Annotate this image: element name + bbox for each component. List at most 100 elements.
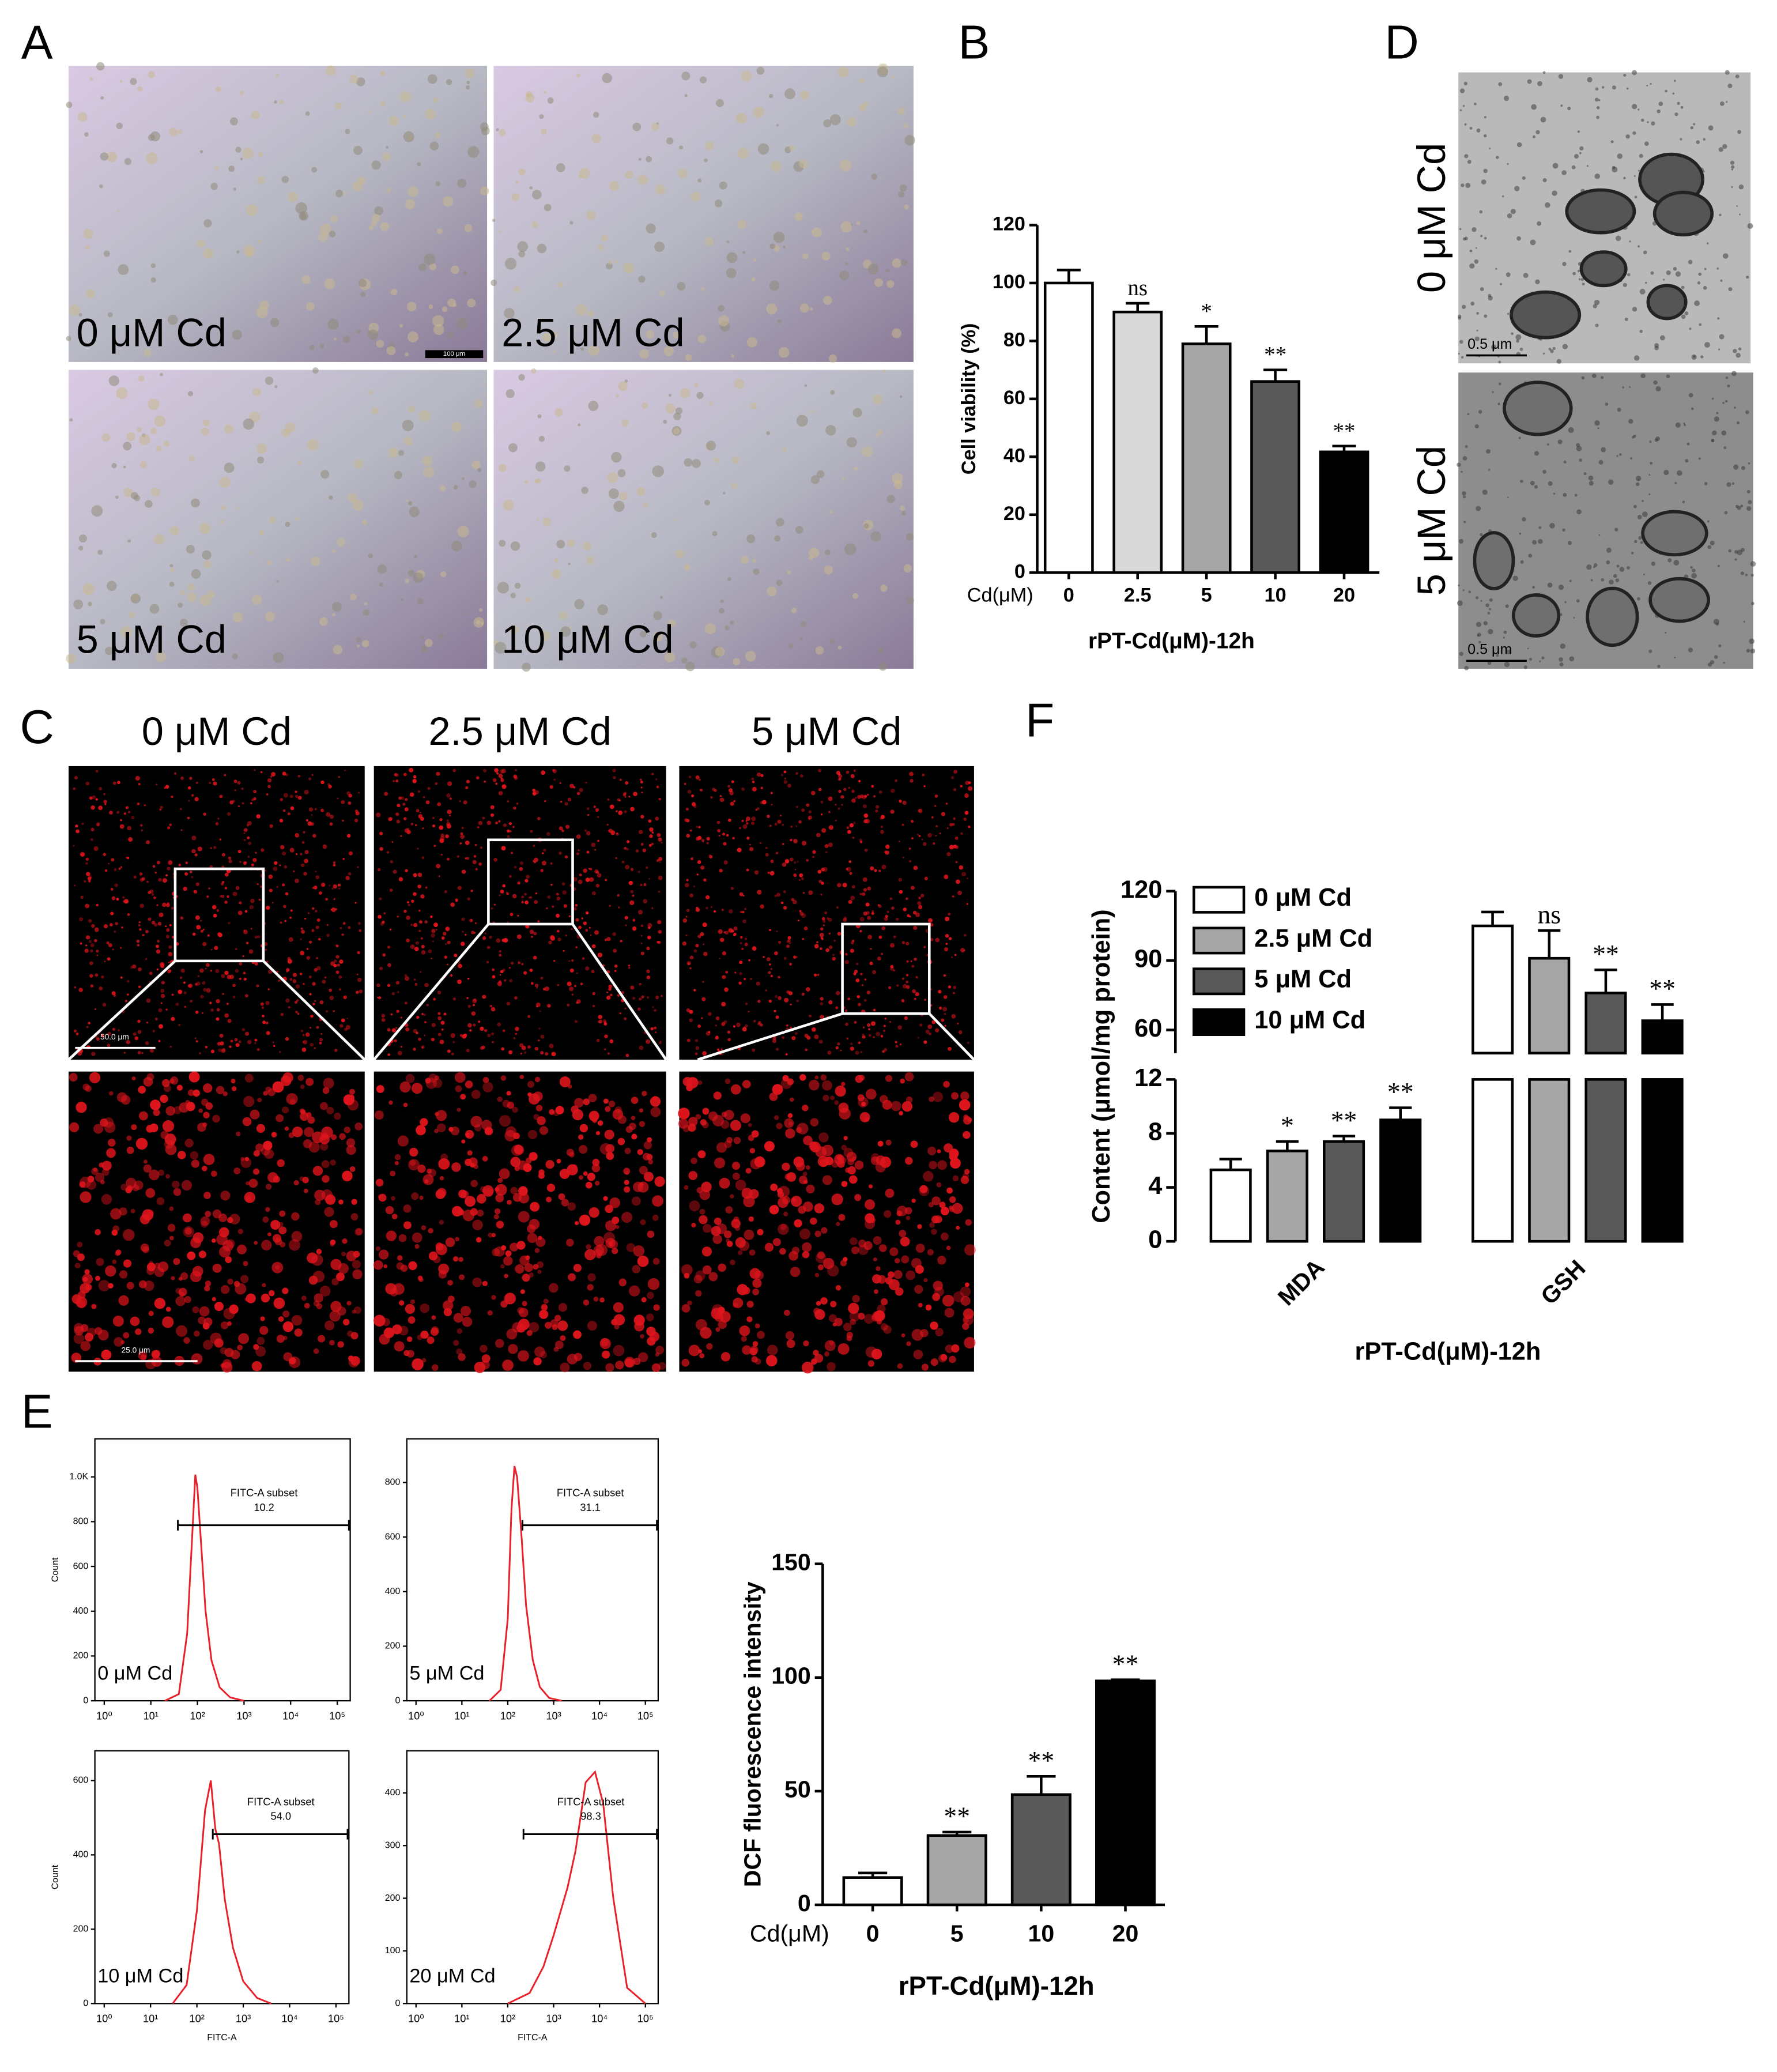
mito-signal: [616, 832, 618, 835]
mito-signal: [331, 1278, 339, 1286]
cell-texture: [367, 329, 379, 340]
mito-signal: [953, 1291, 964, 1302]
mito-signal: [873, 795, 876, 798]
mito-signal: [723, 860, 729, 865]
mito-signal: [388, 1100, 393, 1105]
plot-frame: [94, 1750, 350, 2005]
mito-signal: [421, 950, 426, 955]
mito-signal: [733, 1136, 741, 1144]
mito-signal: [508, 1050, 513, 1054]
mito-signal: [142, 933, 145, 937]
tem-texture: [1558, 74, 1564, 79]
mito-signal: [755, 808, 758, 811]
mito-signal: [256, 1048, 260, 1051]
mito-signal: [237, 805, 240, 808]
tem-texture: [1558, 585, 1564, 590]
mito-signal: [785, 1331, 795, 1340]
mito-signal: [862, 1033, 865, 1036]
mito-signal: [499, 894, 501, 896]
y-tick-label: 60: [1003, 387, 1025, 409]
mito-signal: [499, 1115, 511, 1127]
mito-signal: [93, 1167, 97, 1172]
cell-texture: [425, 108, 436, 119]
mito-signal: [767, 1344, 778, 1356]
cell-texture: [886, 495, 895, 503]
mito-signal: [574, 907, 578, 911]
mito-signal: [618, 799, 621, 802]
mito-signal: [716, 1223, 727, 1234]
mito-signal: [334, 1049, 338, 1052]
cell-texture: [329, 495, 333, 500]
mito-signal: [768, 999, 772, 1003]
cell-texture: [107, 312, 113, 318]
mito-signal: [742, 1345, 752, 1355]
mito-signal: [193, 890, 198, 894]
mito-signal: [390, 1013, 393, 1016]
mito-signal: [260, 771, 263, 774]
mito-signal: [859, 892, 862, 895]
mito-signal: [816, 941, 818, 943]
mito-signal: [244, 1073, 254, 1083]
mito-signal: [960, 832, 963, 835]
mito-signal: [740, 936, 743, 939]
mito-signal: [787, 1113, 793, 1118]
mito-signal: [183, 991, 187, 994]
mito-signal: [841, 1181, 848, 1187]
mito-signal: [122, 900, 126, 903]
image-label: 0 μM Cd: [1409, 143, 1454, 293]
legend-swatch: [1192, 967, 1246, 996]
mito-signal: [564, 802, 568, 806]
mito-signal: [845, 952, 848, 956]
mito-signal: [159, 1024, 164, 1029]
tem-texture: [1475, 247, 1477, 249]
x-tick-label: 10⁰: [96, 2012, 112, 2024]
mito-signal: [301, 841, 305, 844]
mito-signal: [333, 864, 336, 867]
mito-signal: [619, 1012, 621, 1015]
mito-signal: [819, 932, 824, 937]
mito-signal: [837, 778, 841, 781]
cell-texture: [305, 111, 310, 116]
mito-signal: [883, 1325, 892, 1334]
mito-signal: [818, 788, 822, 792]
mito-signal: [190, 1151, 199, 1160]
tem-texture: [1602, 86, 1605, 89]
mito-signal: [537, 1269, 542, 1274]
tem-texture: [1638, 108, 1640, 111]
legend-label: 0 μM Cd: [1254, 884, 1352, 911]
mito-signal: [934, 794, 938, 798]
mito-signal: [557, 984, 560, 986]
mito-signal: [575, 1221, 579, 1226]
cell-texture: [464, 224, 473, 232]
mito-signal: [101, 1194, 112, 1205]
mito-signal: [156, 783, 158, 786]
cell-texture: [579, 168, 590, 179]
mito-signal: [823, 920, 826, 923]
mito-signal: [877, 904, 880, 906]
mito-signal: [639, 1182, 644, 1186]
cell-texture: [503, 499, 514, 511]
mito-signal: [280, 1013, 284, 1016]
mito-signal: [180, 777, 184, 780]
tem-texture: [1561, 170, 1567, 175]
cell-texture: [498, 230, 501, 233]
mito-signal: [73, 1250, 80, 1257]
tem-texture: [1548, 348, 1552, 351]
tem-texture: [1674, 481, 1677, 485]
mito-signal: [171, 993, 174, 996]
mito-signal: [845, 1022, 848, 1026]
mito-signal: [413, 1048, 416, 1051]
mito-signal: [295, 1011, 298, 1014]
mito-signal: [820, 936, 824, 940]
mito-signal: [846, 1152, 857, 1162]
cell-texture: [752, 559, 757, 563]
mito-signal: [945, 934, 949, 938]
y-tick-label: 100: [993, 271, 1025, 293]
tem-texture: [1532, 540, 1537, 545]
mito-signal: [624, 916, 628, 920]
mito-signal: [164, 1240, 171, 1247]
mito-signal: [739, 960, 743, 965]
mito-signal: [467, 1004, 471, 1008]
mito-signal: [805, 1048, 808, 1052]
cell-texture: [816, 470, 825, 479]
